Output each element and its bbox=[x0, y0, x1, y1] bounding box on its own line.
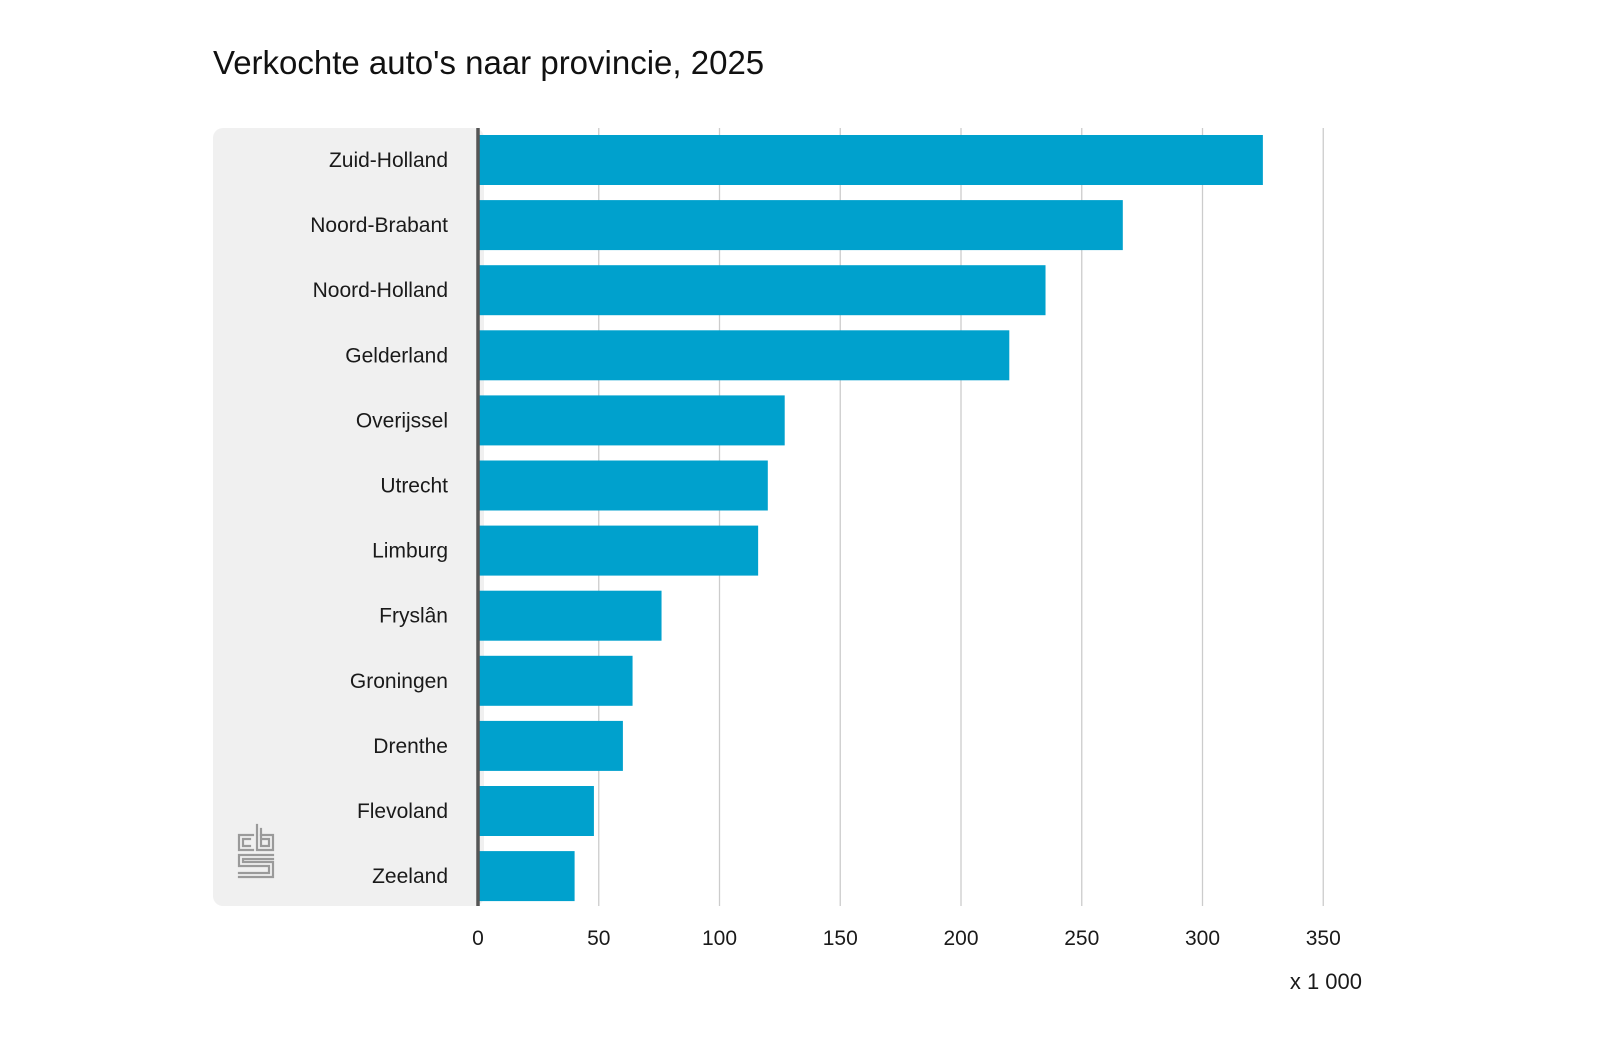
bar-limburg bbox=[478, 525, 759, 576]
bar-overijssel bbox=[478, 395, 785, 446]
x-tick-350: 350 bbox=[1306, 927, 1341, 950]
category-labels: Zuid-Holland Noord-Brabant Noord-Holland Ge… bbox=[310, 149, 448, 888]
bar-drenthe bbox=[478, 720, 623, 771]
bar-noord-holland bbox=[478, 265, 1046, 316]
category-label-limburg: Limburg bbox=[372, 540, 448, 563]
category-label-zeeland: Zeeland bbox=[372, 865, 448, 888]
x-unit-label: x 1 000 bbox=[1290, 969, 1362, 994]
category-label-gelderland: Gelderland bbox=[345, 344, 448, 367]
category-label-flevoland: Flevoland bbox=[357, 800, 448, 823]
category-label-drenthe: Drenthe bbox=[373, 735, 448, 758]
category-label-frysl-n: Fryslân bbox=[379, 605, 448, 628]
cbs-logo-icon bbox=[237, 823, 275, 879]
x-tick-150: 150 bbox=[823, 927, 858, 950]
bar-flevoland bbox=[478, 786, 594, 836]
category-label-zuid-holland: Zuid-Holland bbox=[329, 149, 448, 172]
category-label-noord-holland: Noord-Holland bbox=[313, 279, 448, 302]
bar-gelderland bbox=[478, 330, 1010, 381]
bar-frysl-n bbox=[478, 590, 662, 641]
category-label-overijssel: Overijssel bbox=[356, 409, 448, 432]
bar-zuid-holland bbox=[478, 135, 1263, 185]
x-tick-250: 250 bbox=[1064, 927, 1099, 950]
chart-title: Verkochte auto's naar provincie, 2025 bbox=[213, 44, 765, 81]
bar-groningen bbox=[478, 655, 633, 706]
category-label-utrecht: Utrecht bbox=[380, 475, 448, 498]
category-label-noord-brabant: Noord-Brabant bbox=[310, 214, 448, 237]
x-tick-300: 300 bbox=[1185, 927, 1220, 950]
bars bbox=[478, 135, 1263, 902]
x-tick-50: 50 bbox=[587, 927, 610, 950]
x-tick-0: 0 bbox=[472, 927, 484, 950]
label-panel bbox=[213, 128, 484, 906]
x-tick-100: 100 bbox=[702, 927, 737, 950]
x-tick-200: 200 bbox=[943, 927, 978, 950]
bar-zeeland bbox=[478, 851, 575, 902]
category-label-groningen: Groningen bbox=[350, 670, 448, 693]
bar-noord-brabant bbox=[478, 200, 1123, 251]
bar-utrecht bbox=[478, 460, 768, 511]
x-tick-labels: 0 50 100 150 200 250 300 350 bbox=[472, 927, 1341, 950]
gridlines bbox=[598, 128, 1324, 906]
